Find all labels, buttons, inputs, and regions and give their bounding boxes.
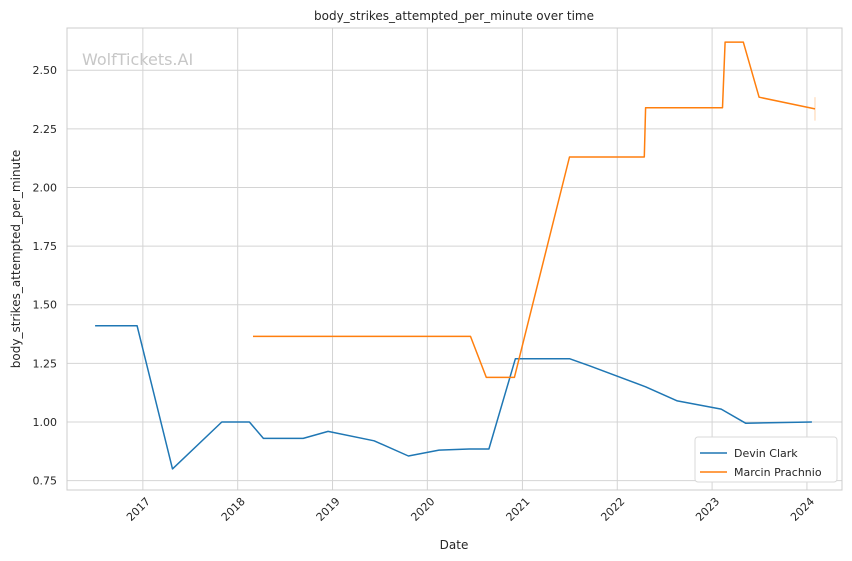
y-tick-label: 0.75 bbox=[33, 475, 58, 488]
series-group bbox=[95, 41, 816, 470]
y-tick-label: 2.00 bbox=[33, 181, 58, 194]
series-line-devin-clark bbox=[95, 325, 812, 470]
legend-label-devin-clark: Devin Clark bbox=[734, 447, 798, 460]
legend: Devin Clark Marcin Prachnio bbox=[694, 436, 838, 483]
legend-box bbox=[694, 436, 838, 483]
grid bbox=[67, 28, 842, 490]
series-line-marcin-prachnio bbox=[253, 41, 816, 379]
y-tick-labels: 0.75 1.00 1.25 1.50 1.75 2.00 2.25 2.50 bbox=[33, 64, 58, 487]
chart-title: body_strikes_attempted_per_minute over t… bbox=[314, 9, 594, 23]
y-tick-label: 1.50 bbox=[33, 299, 58, 312]
y-tick-label: 1.75 bbox=[33, 240, 58, 253]
y-tick-label: 1.25 bbox=[33, 357, 58, 370]
y-axis-title: body_strikes_attempted_per_minute bbox=[9, 150, 23, 368]
y-tick-label: 2.25 bbox=[33, 123, 58, 136]
y-tick-label: 1.00 bbox=[33, 416, 58, 429]
y-tick-label: 2.50 bbox=[33, 64, 58, 77]
watermark: WolfTickets.AI bbox=[82, 50, 193, 69]
plot-frame bbox=[66, 27, 843, 491]
x-axis-title: Date bbox=[440, 538, 469, 552]
legend-label-marcin-prachnio: Marcin Prachnio bbox=[734, 466, 822, 479]
